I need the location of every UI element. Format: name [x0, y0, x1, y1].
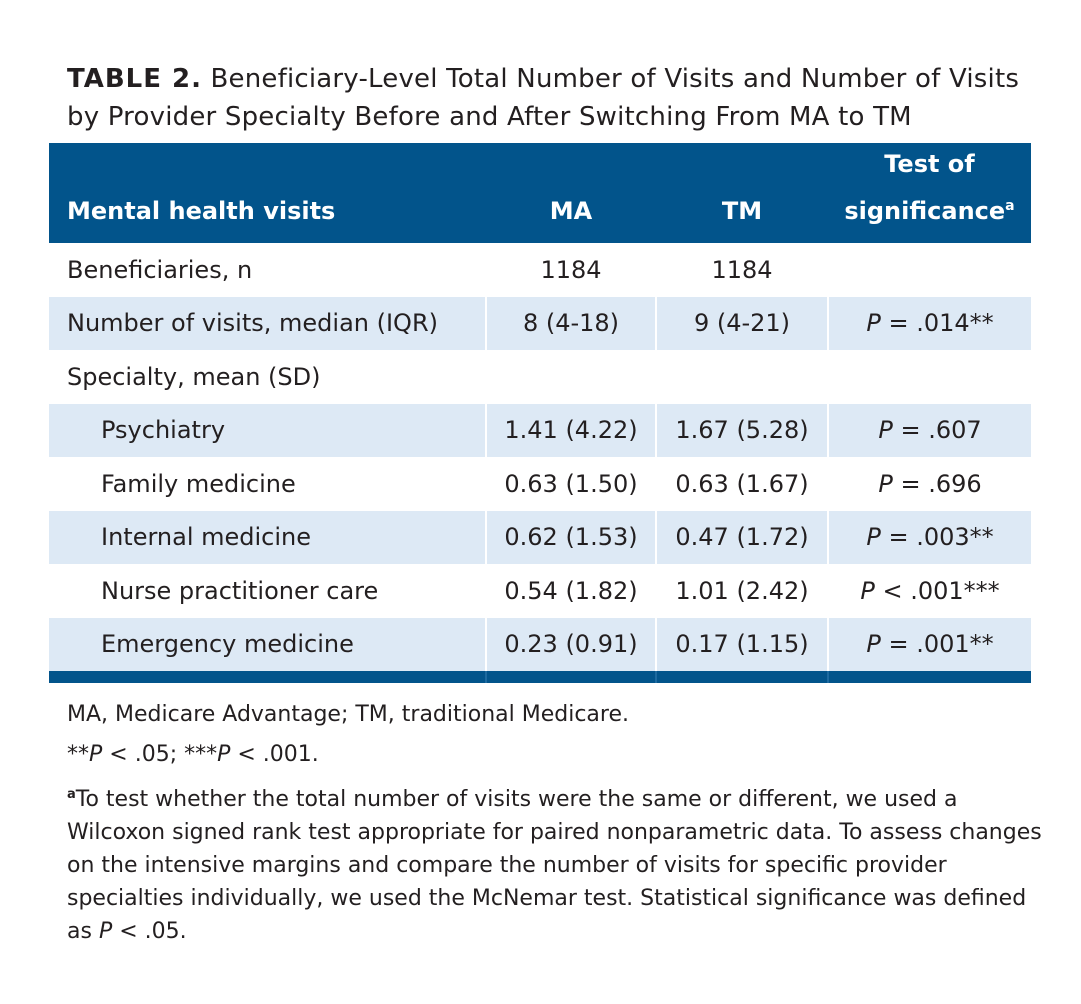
table-header-row: Mental health visits MA TM Test of signi…	[49, 143, 1031, 243]
footnote-marker: a	[67, 787, 76, 802]
visits-table: Mental health visits MA TM Test of signi…	[49, 143, 1031, 683]
header-ma: MA	[549, 197, 593, 225]
header-test-line1: Test of	[884, 150, 975, 178]
row-label: Specialty, mean (SD)	[67, 362, 321, 391]
row-label: Internal medicine	[49, 510, 486, 564]
table-row: Specialty, mean (SD)	[49, 350, 1031, 404]
table-row: Beneficiaries, n 1184 1184	[49, 243, 1031, 297]
tm-value: 1.01 (2.42)	[655, 564, 828, 618]
table-row: Psychiatry 1.41 (4.22) 1.67 (5.28) P = .607	[49, 403, 1031, 457]
header-footnote-marker: a	[1005, 198, 1015, 214]
significance-note: **P < .05; ***P < .001.	[67, 742, 319, 767]
significance-value: P = .014**	[827, 296, 1031, 350]
table-caption: TABLE 2. Beneficiary-Level Total Number …	[67, 60, 1047, 136]
significance-value: P = .696	[827, 457, 1031, 511]
table-row: Family medicine 0.63 (1.50) 0.63 (1.67) P =…	[49, 457, 1031, 511]
tm-value: 0.63 (1.67)	[655, 457, 828, 511]
row-label: Nurse practitioner care	[101, 576, 379, 605]
significance-value: P = .607	[827, 403, 1031, 457]
abbreviation-note: MA, Medicare Advantage; TM, traditional …	[67, 702, 629, 727]
header-test-line2: significance	[844, 197, 1006, 225]
table-row: Nurse practitioner care 0.54 (1.82) 1.01 (…	[49, 564, 1031, 618]
tm-value: 1184	[655, 243, 828, 297]
table-row: Internal medicine 0.62 (1.53) 0.47 (1.72) P…	[49, 510, 1031, 564]
significance-value	[827, 350, 1031, 404]
table-label: TABLE 2.	[67, 64, 203, 94]
significance-value: P = .001**	[827, 617, 1031, 671]
row-label: Number of visits, median (IQR)	[49, 296, 486, 350]
ma-value: 0.54 (1.82)	[485, 564, 656, 618]
table-title: Beneficiary-Level Total Number of Visits…	[67, 64, 1020, 132]
ma-value: 1.41 (4.22)	[485, 403, 656, 457]
row-label: Family medicine	[101, 469, 296, 498]
ma-value: 8 (4-18)	[485, 296, 656, 350]
row-label: Psychiatry	[49, 403, 486, 457]
tm-value: 1.67 (5.28)	[655, 403, 828, 457]
table-bottom-rule	[49, 671, 1031, 683]
significance-value	[827, 243, 1031, 297]
tm-value: 0.17 (1.15)	[655, 617, 828, 671]
header-mental-health-visits: Mental health visits	[67, 197, 336, 225]
table-row: Number of visits, median (IQR) 8 (4-18) 9 …	[49, 296, 1031, 350]
ma-value: 0.63 (1.50)	[485, 457, 656, 511]
table-notes: MA, Medicare Advantage; TM, traditional …	[67, 698, 1047, 955]
header-test-of-significance: Test of significancea	[828, 143, 1031, 243]
tm-value: 0.47 (1.72)	[655, 510, 828, 564]
header-tm: TM	[721, 197, 763, 225]
ma-value: 0.23 (0.91)	[485, 617, 656, 671]
row-label: Beneficiaries, n	[67, 255, 253, 284]
significance-value: P < .001***	[827, 564, 1031, 618]
table-row: Emergency medicine 0.23 (0.91) 0.17 (1.15)…	[49, 617, 1031, 671]
significance-value: P = .003**	[827, 510, 1031, 564]
ma-value	[485, 350, 656, 404]
tm-value: 9 (4-21)	[655, 296, 828, 350]
method-footnote: aTo test whether the total number of vis…	[67, 787, 1042, 944]
tm-value	[655, 350, 828, 404]
row-label: Emergency medicine	[49, 617, 486, 671]
ma-value: 1184	[485, 243, 656, 297]
ma-value: 0.62 (1.53)	[485, 510, 656, 564]
